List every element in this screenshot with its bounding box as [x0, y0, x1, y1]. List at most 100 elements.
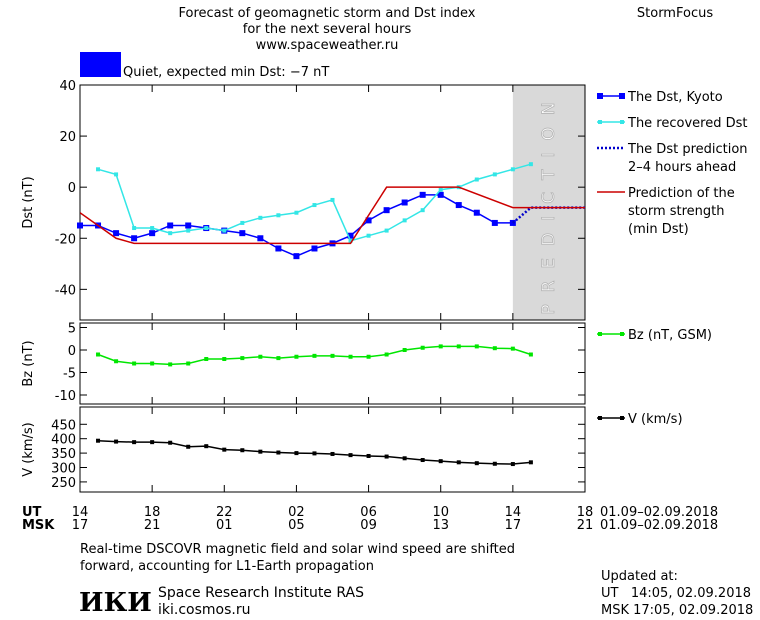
data-point	[492, 346, 497, 351]
date-range: 01.09–02.09.2018	[600, 505, 718, 520]
x-tick-label: 18	[144, 505, 161, 520]
data-point	[366, 453, 371, 458]
updated: UT 14:05, 02.09.2018	[601, 586, 751, 601]
data-point	[492, 461, 497, 466]
site: iki.cosmos.ru	[158, 602, 250, 618]
data-point	[222, 228, 227, 233]
data-point	[473, 209, 480, 216]
data-point	[528, 162, 533, 167]
data-point	[474, 461, 479, 466]
data-point	[114, 359, 119, 364]
data-point	[168, 362, 173, 367]
legend-marker	[598, 416, 602, 420]
data-point	[330, 197, 335, 202]
legend-marker	[597, 93, 603, 99]
x-tick-label: 14	[505, 505, 522, 520]
data-point	[222, 357, 227, 361]
x-tick-label: 10	[432, 505, 449, 520]
x-tick-label: 18	[577, 505, 594, 520]
logo: ИКИ	[79, 588, 152, 618]
data-point	[77, 222, 83, 229]
data-point	[186, 361, 191, 366]
y-tick-label: 250	[51, 476, 76, 491]
title-line: Forecast of geomagnetic storm and Dst in…	[178, 6, 475, 21]
data-point	[276, 450, 281, 455]
data-point	[420, 345, 425, 350]
prediction-zone	[512, 85, 585, 320]
data-point	[258, 354, 263, 359]
data-point	[168, 440, 173, 445]
row-name: MSK	[22, 518, 55, 533]
legend-marker	[598, 332, 602, 336]
panel-frame	[79, 406, 586, 493]
data-point	[402, 218, 407, 223]
legend-label: (min Dst)	[628, 222, 689, 237]
data-point	[131, 235, 138, 242]
legend-marker	[598, 120, 602, 124]
x-tick-label: 01	[216, 518, 233, 533]
data-point	[510, 346, 515, 351]
data-point	[275, 245, 282, 252]
data-point	[132, 226, 137, 231]
panel-frame	[79, 84, 586, 321]
data-point	[204, 226, 209, 231]
x-tick-label: 13	[432, 518, 449, 533]
y-axis-label: V (km/s)	[21, 422, 36, 477]
data-point	[437, 191, 444, 198]
data-point	[383, 207, 390, 214]
data-point	[347, 232, 354, 239]
data-point	[204, 357, 209, 361]
y-tick-label: -10	[55, 389, 76, 404]
data-point	[401, 199, 408, 206]
brand: StormFocus	[637, 6, 713, 21]
data-point	[168, 231, 173, 236]
data-point	[312, 451, 317, 456]
x-tick-label: 06	[360, 505, 377, 520]
data-point	[456, 344, 461, 349]
legend-label: 2–4 hours ahead	[628, 160, 736, 175]
data-point	[420, 208, 425, 213]
data-point	[239, 230, 246, 237]
x-tick-label: 21	[577, 518, 594, 533]
updated: Updated at:	[601, 569, 678, 584]
data-point	[150, 226, 155, 231]
legend-marker	[620, 416, 624, 420]
data-point	[366, 233, 371, 238]
data-point	[257, 235, 264, 242]
date-range: 01.09–02.09.2018	[600, 518, 718, 533]
y-axis-label: Bz (nT)	[21, 340, 36, 386]
data-point	[294, 451, 299, 456]
y-tick-label: 40	[59, 79, 76, 94]
data-point	[113, 230, 120, 237]
data-point	[167, 222, 174, 229]
legend-marker	[619, 93, 625, 99]
legend-label: Prediction of the	[628, 186, 735, 201]
data-point	[132, 440, 137, 445]
data-point	[186, 228, 191, 233]
data-point	[330, 353, 335, 358]
updated: MSK 17:05, 02.09.2018	[601, 603, 753, 618]
data-point	[330, 451, 335, 456]
series-line	[80, 186, 585, 245]
data-point	[240, 220, 245, 225]
data-point	[276, 213, 281, 218]
status-text: Quiet, expected min Dst: −7 nT	[123, 65, 329, 80]
legend-label: The recovered Dst	[627, 116, 747, 131]
data-point	[348, 238, 353, 243]
y-tick-label: 350	[51, 447, 76, 462]
footer-note: forward, accounting for L1-Earth propaga…	[80, 559, 374, 574]
data-point	[491, 219, 498, 226]
x-tick-label: 05	[288, 518, 305, 533]
data-point	[438, 344, 443, 349]
panel-frame	[79, 322, 586, 405]
y-tick-label: 0	[68, 344, 76, 359]
title-line: for the next several hours	[243, 22, 412, 37]
y-tick-label: 400	[51, 433, 76, 448]
x-tick-label: 21	[144, 518, 161, 533]
footer-note: Real-time DSCOVR magnetic field and sola…	[80, 542, 515, 557]
data-point	[294, 354, 299, 359]
data-point	[474, 177, 479, 182]
data-point	[366, 354, 371, 359]
data-point	[258, 215, 263, 220]
